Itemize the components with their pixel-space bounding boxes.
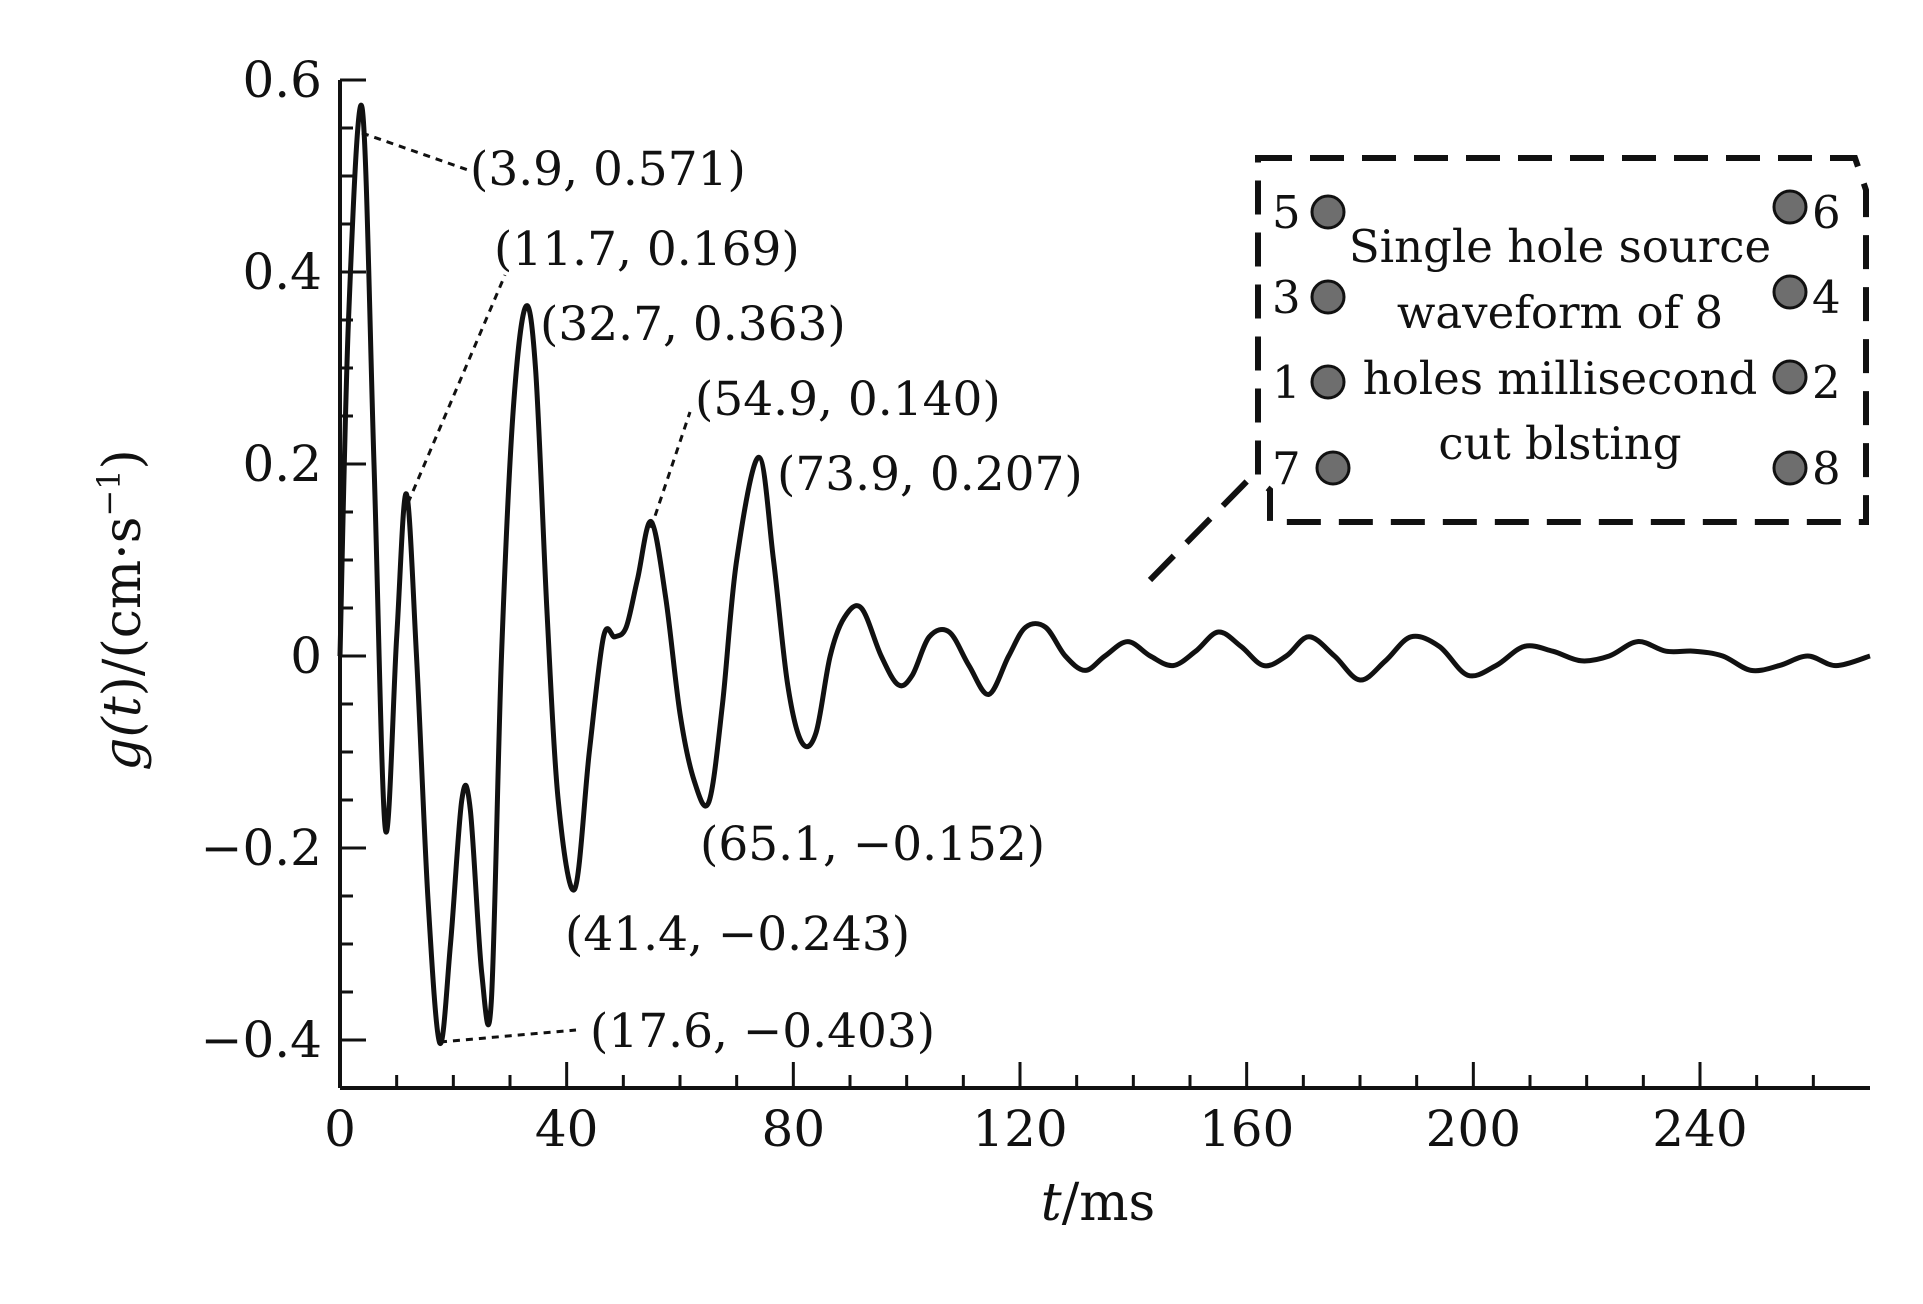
y-tick-label: −0.4 (201, 1011, 322, 1069)
x-tick-label: 40 (535, 1100, 599, 1158)
annotation-label: (17.6, −0.403) (590, 1004, 935, 1059)
annotation-leader-line (361, 131, 469, 172)
legend-caption-line: cut blsting (1438, 417, 1681, 470)
hole-number-right: 2 (1812, 356, 1841, 409)
blast-hole-marker (1315, 450, 1351, 486)
x-axis-title-unit: /ms (1062, 1173, 1156, 1233)
waveform-line (337, 102, 1871, 1046)
ticks: 0 40 80 120 160 200 240 0.6 0.4 0.2 0 −0.2 −0.4 (201, 51, 1815, 1158)
blast-hole-marker (1772, 274, 1808, 310)
annotation-leader-line (649, 411, 692, 529)
hole-number-left: 1 (1272, 356, 1301, 409)
annotation-leader-line (439, 1028, 577, 1044)
x-tick-label: 120 (972, 1100, 1067, 1158)
series (337, 102, 1871, 1046)
y-axis-title-close: ) (93, 449, 153, 469)
y-tick-label: 0 (290, 627, 322, 685)
annotation-label: (11.7, 0.169) (494, 222, 800, 277)
legend-caption-line: waveform of 8 (1397, 286, 1723, 339)
blast-hole-marker (1772, 189, 1808, 225)
y-axis-title-g: g( (93, 716, 153, 771)
legend-dashed-box (1255, 155, 1869, 525)
x-tick-label: 160 (1199, 1100, 1294, 1158)
y-tick-label: 0.4 (242, 243, 322, 301)
annotation-label: (54.9, 0.140) (695, 372, 1001, 427)
blast-hole-marker (1772, 450, 1808, 486)
blast-hole-marker (1772, 359, 1808, 395)
hole-number-right: 8 (1812, 442, 1841, 495)
legend-caption-line: Single hole source (1349, 220, 1771, 273)
legend: 5 3 1 7 6 4 2 8 Single hole source waveform of 8 h… (1147, 155, 1869, 583)
blast-hole-marker (1310, 364, 1346, 400)
hole-number-left: 7 (1272, 442, 1301, 495)
y-axis-title: g(t)/(cm·s−1) (90, 449, 153, 771)
x-tick-label: 240 (1652, 1100, 1747, 1158)
annotation-label: (65.1, −0.152) (700, 817, 1045, 872)
hole-number-right: 4 (1812, 271, 1841, 324)
hole-number-right: 6 (1812, 186, 1841, 239)
annotation-label: (3.9, 0.571) (470, 142, 746, 197)
annotations: (3.9, 0.571) (11.7, 0.169) (32.7, 0.363) (5… (361, 131, 1083, 1059)
x-tick-label: 80 (762, 1100, 826, 1158)
y-axis-title-sup: −1 (90, 469, 128, 516)
y-tick-label: −0.2 (201, 819, 322, 877)
x-axis-title: t/ms (1041, 1173, 1155, 1233)
x-tick-label: 200 (1426, 1100, 1521, 1158)
x-tick-label: 0 (324, 1100, 356, 1158)
blast-hole-marker (1310, 279, 1346, 315)
x-axis-title-var: t (1041, 1173, 1062, 1233)
legend-caption-line: holes millisecond (1363, 352, 1758, 405)
annotation-label: (32.7, 0.363) (540, 297, 846, 352)
annotation-label: (73.9, 0.207) (777, 447, 1083, 502)
y-tick-label: 0.6 (242, 51, 322, 109)
y-axis-title-t: t (93, 696, 153, 717)
hole-number-left: 3 (1272, 271, 1301, 324)
y-tick-label: 0.2 (242, 435, 322, 493)
y-axis-title-rest: )/(cm·s (93, 517, 153, 697)
annotation-label: (41.4, −0.243) (565, 907, 910, 962)
blast-hole-marker (1310, 194, 1346, 230)
annotation-leader-line (406, 274, 507, 504)
legend-leader-line (1147, 467, 1261, 583)
hole-number-left: 5 (1272, 186, 1301, 239)
